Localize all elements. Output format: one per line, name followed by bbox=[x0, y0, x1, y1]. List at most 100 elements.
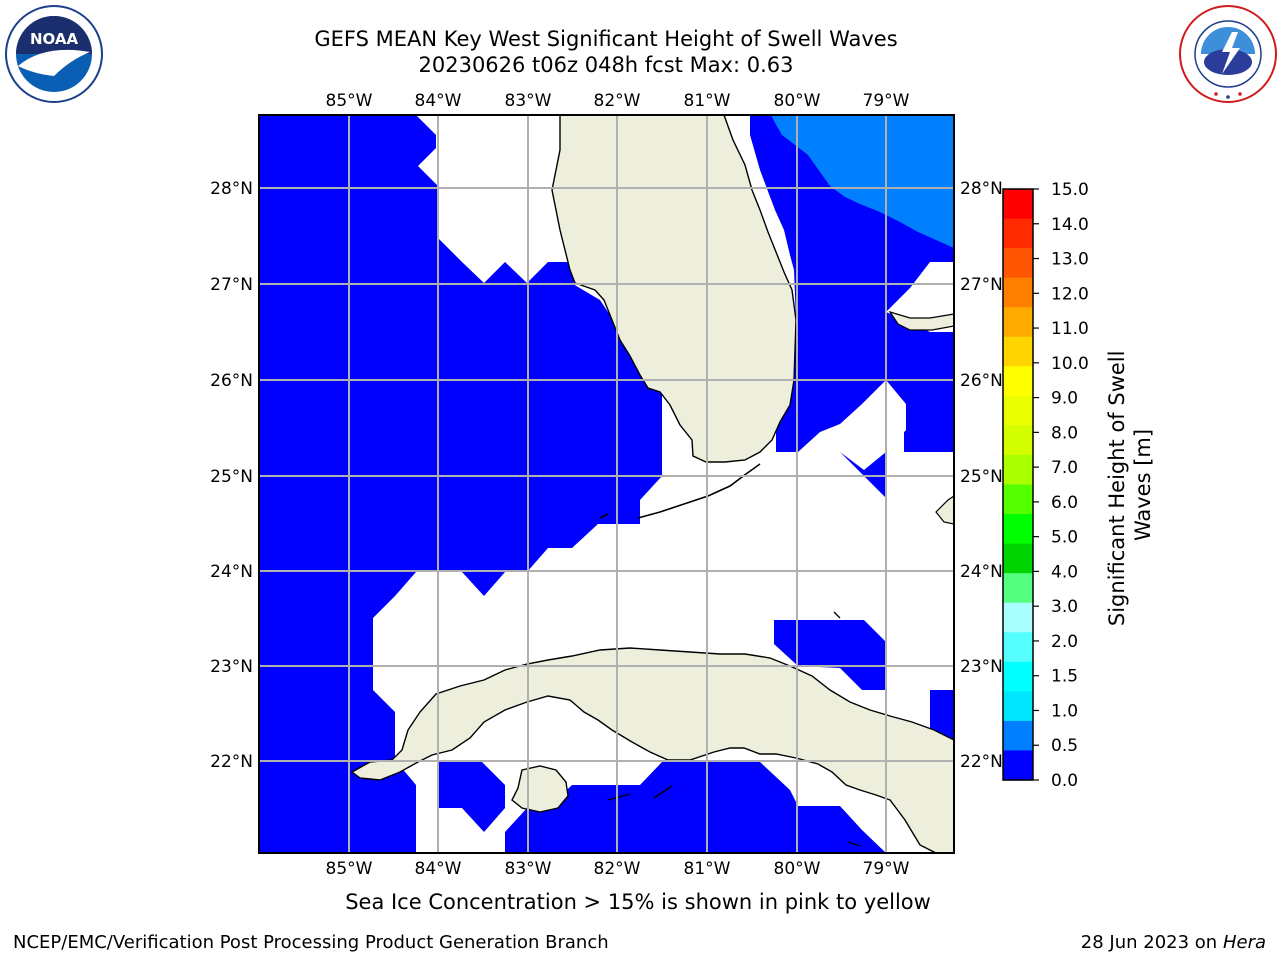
land-andros bbox=[935, 494, 955, 525]
colorbar-segment bbox=[1003, 366, 1033, 397]
colorbar-segment bbox=[1003, 248, 1033, 279]
colorbar-tick-label: 15.0 bbox=[1051, 180, 1089, 200]
land-bahamas bbox=[888, 310, 955, 331]
lat-label: 22°N bbox=[210, 752, 253, 772]
lon-label: 83°W bbox=[505, 859, 552, 879]
colorbar-segment bbox=[1003, 336, 1033, 367]
colorbar-segment bbox=[1003, 277, 1033, 308]
lat-label: 23°N bbox=[210, 657, 253, 677]
lon-label: 85°W bbox=[326, 859, 373, 879]
colorbar-segment bbox=[1003, 573, 1033, 604]
lon-label: 82°W bbox=[594, 859, 641, 879]
lat-labels-left: 28°N 27°N 26°N 25°N 24°N 23°N 22°N bbox=[210, 179, 253, 772]
nws-logo bbox=[1179, 5, 1277, 103]
colorbar-tick-label: 1.5 bbox=[1051, 667, 1078, 687]
colorbar-tick-label: 0.0 bbox=[1051, 771, 1078, 791]
land-florida bbox=[551, 114, 797, 463]
colorbar-label-line-2: Waves [m] bbox=[1131, 429, 1155, 541]
colorbar-tick-label: 10.0 bbox=[1051, 354, 1089, 374]
credit-line: NCEP/EMC/Verification Post Processing Pr… bbox=[13, 932, 609, 953]
colorbar bbox=[1002, 188, 1034, 781]
land-cuba bbox=[350, 647, 955, 854]
colorbar-tick-label: 1.0 bbox=[1051, 701, 1078, 721]
date-stamp: 28 Jun 2023 on Hera bbox=[1081, 932, 1266, 953]
colorbar-border bbox=[1002, 188, 1034, 781]
lon-labels-top: 85°W 84°W 83°W 82°W 81°W 80°W 79°W bbox=[326, 91, 910, 111]
colorbar-segment bbox=[1003, 720, 1033, 752]
lon-label: 79°W bbox=[863, 859, 910, 879]
swell-high-region bbox=[771, 115, 954, 248]
colorbar-segment bbox=[1003, 514, 1033, 545]
colorbar-tick-label: 12.0 bbox=[1051, 284, 1089, 304]
colorbar-ticks: 15.0 14.0 13.0 12.0 11.0 10.0 9.0 8.0 7.0 6.0 5.0 4… bbox=[1033, 180, 1089, 791]
sea-ice-note: Sea Ice Concentration > 15% is shown in … bbox=[345, 890, 931, 914]
colorbar-segment bbox=[1003, 602, 1033, 633]
lon-label: 80°W bbox=[774, 91, 821, 111]
florida-keys bbox=[637, 463, 761, 519]
colorbar-segment bbox=[1003, 750, 1033, 781]
colorbar-segment bbox=[1003, 543, 1033, 574]
land-isle-of-youth bbox=[511, 765, 569, 813]
colorbar-tick-label: 7.0 bbox=[1051, 458, 1078, 478]
key-dry-tortugas bbox=[599, 513, 609, 519]
colorbar-tick-label: 3.0 bbox=[1051, 597, 1078, 617]
lat-label: 25°N bbox=[210, 467, 253, 487]
colorbar-segment bbox=[1003, 425, 1033, 456]
lon-label: 81°W bbox=[684, 859, 731, 879]
colorbar-segment bbox=[1003, 484, 1033, 515]
lon-label: 82°W bbox=[594, 91, 641, 111]
cays bbox=[607, 611, 861, 847]
sea-swell-patches bbox=[438, 620, 886, 853]
colorbar-label: Significant Height of Swell Waves [m] bbox=[1105, 344, 1155, 626]
colorbar-segment bbox=[1003, 395, 1033, 426]
lat-labels-right: 28°N 27°N 26°N 25°N 24°N 23°N 22°N bbox=[960, 179, 1003, 772]
colorbar-segment bbox=[1003, 454, 1033, 486]
lat-label: 27°N bbox=[960, 275, 1003, 295]
lon-label: 85°W bbox=[326, 91, 373, 111]
colorbar-tick-label: 5.0 bbox=[1051, 528, 1078, 548]
map-frame bbox=[258, 114, 955, 854]
colorbar-segment bbox=[1003, 691, 1033, 722]
chart-title: GEFS MEAN Key West Significant Height of… bbox=[256, 26, 956, 78]
lon-label: 84°W bbox=[415, 859, 462, 879]
lat-label: 24°N bbox=[960, 562, 1003, 582]
colorbar-tick-label: 11.0 bbox=[1051, 319, 1089, 339]
title-line-2: 20230626 t06z 048h fcst Max: 0.63 bbox=[418, 53, 794, 77]
graticule bbox=[259, 115, 954, 853]
colorbar-tick-label: 0.5 bbox=[1051, 736, 1078, 756]
colorbar-tick-label: 9.0 bbox=[1051, 389, 1078, 409]
noaa-logo-text: NOAA bbox=[30, 30, 79, 48]
lat-label: 28°N bbox=[210, 179, 253, 199]
colorbar-tick-label: 2.0 bbox=[1051, 632, 1078, 652]
lon-label: 79°W bbox=[863, 91, 910, 111]
lon-labels-bottom: 85°W 84°W 83°W 82°W 81°W 80°W 79°W bbox=[326, 859, 910, 879]
colorbar-tick-label: 13.0 bbox=[1051, 250, 1089, 270]
map-border bbox=[258, 114, 955, 854]
lon-label: 83°W bbox=[505, 91, 552, 111]
lat-label: 23°N bbox=[960, 657, 1003, 677]
noaa-logo: NOAA bbox=[5, 5, 103, 103]
lat-label: 27°N bbox=[210, 275, 253, 295]
lon-label: 84°W bbox=[415, 91, 462, 111]
sea-swell-field bbox=[259, 115, 954, 853]
colorbar-segment bbox=[1003, 661, 1033, 692]
lat-label: 28°N bbox=[960, 179, 1003, 199]
colorbar-tick-label: 6.0 bbox=[1051, 493, 1078, 513]
colorbar-segment bbox=[1003, 189, 1033, 220]
lat-label: 26°N bbox=[960, 371, 1003, 391]
lat-label: 26°N bbox=[210, 371, 253, 391]
title-line-1: GEFS MEAN Key West Significant Height of… bbox=[314, 27, 898, 51]
lat-label: 24°N bbox=[210, 562, 253, 582]
colorbar-segment bbox=[1003, 218, 1033, 249]
no-data-areas bbox=[373, 115, 954, 853]
lat-label: 25°N bbox=[960, 467, 1003, 487]
lon-label: 80°W bbox=[774, 859, 821, 879]
colorbar-segment bbox=[1003, 307, 1033, 338]
colorbar-tick-label: 4.0 bbox=[1051, 562, 1078, 582]
colorbar-tick-label: 8.0 bbox=[1051, 423, 1078, 443]
machine-name: Hera bbox=[1222, 932, 1266, 953]
colorbar-tick-label: 14.0 bbox=[1051, 215, 1089, 235]
colorbar-segment bbox=[1003, 632, 1033, 663]
colorbar-label-line-1: Significant Height of Swell bbox=[1105, 351, 1129, 627]
